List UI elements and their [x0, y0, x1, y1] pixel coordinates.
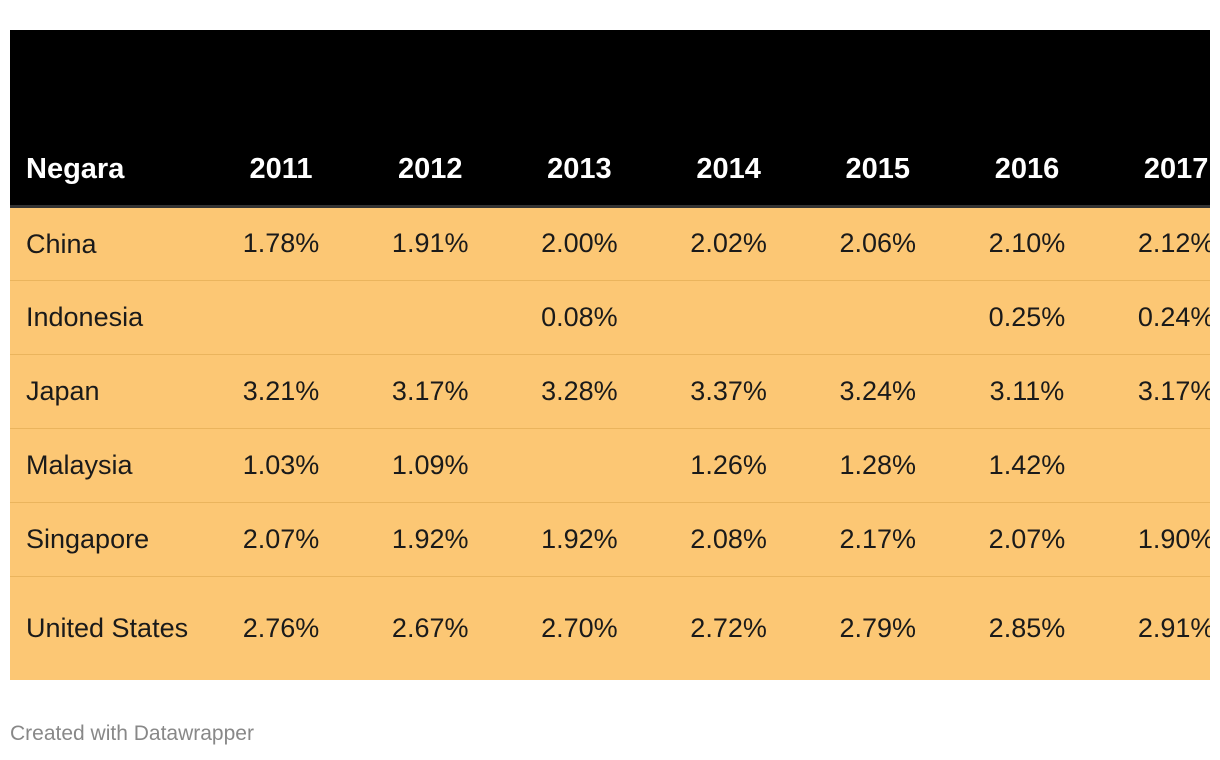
- value-cell: 3.21%: [206, 353, 356, 428]
- value-cell: 3.11%: [952, 353, 1102, 428]
- value-cell: 2.10%: [988, 228, 1066, 258]
- table-row: China 1.78% 1.91% 2.00% 2.02% 2.06% 2.10…: [10, 206, 1210, 280]
- column-header-year[interactable]: 2011: [206, 30, 356, 208]
- value-cell: [504, 427, 654, 502]
- datawrapper-credit: Created with Datawrapper: [10, 722, 254, 745]
- country-name-cell: Indonesia: [10, 279, 207, 354]
- table-row: Japan 3.21% 3.17% 3.28% 3.37% 3.24% 3.11…: [10, 353, 1210, 428]
- value-cell: 3.17%: [355, 353, 505, 428]
- value-cell: 2.02%: [690, 228, 767, 258]
- table-row: Indonesia 0.08% 0.25% 0.24% 0.: [10, 279, 1210, 354]
- value-cell: 1.42%: [952, 427, 1102, 502]
- value-cell: 1.28%: [803, 427, 953, 502]
- value-cell: 1.91%: [391, 228, 469, 258]
- value-cell: 3.28%: [504, 353, 654, 428]
- value-cell: 2.76%: [206, 575, 356, 680]
- value-cell: 2.85%: [952, 575, 1102, 680]
- value-cell: 2.08%: [653, 501, 804, 576]
- value-cell: 2.06%: [839, 228, 917, 258]
- value-cell: 1.03%: [206, 427, 356, 502]
- value-cell: 1.90%: [1101, 501, 1210, 576]
- value-cell: 2.00%: [541, 228, 618, 258]
- column-header-year[interactable]: 2016: [952, 30, 1102, 208]
- value-cell: [803, 279, 953, 354]
- table-body: China 1.78% 1.91% 2.00% 2.02% 2.06% 2.10…: [10, 206, 1210, 680]
- table-row: Malaysia 1.03% 1.09% 1.26% 1.28% 1.42% 1…: [10, 427, 1210, 502]
- value-cell: [355, 279, 505, 354]
- column-header-year[interactable]: 2015: [803, 30, 953, 208]
- value-cell: 0.25%: [952, 279, 1102, 354]
- country-name-cell: Japan: [10, 353, 207, 428]
- column-header-year[interactable]: 2017: [1101, 30, 1210, 208]
- country-name-cell: Singapore: [10, 501, 207, 576]
- value-cell: 2.70%: [504, 575, 654, 680]
- value-cell: 1.26%: [653, 427, 804, 502]
- country-name-cell: United States: [10, 575, 207, 680]
- value-cell: 0.24%: [1101, 279, 1210, 354]
- value-cell: 2.12%: [1137, 228, 1210, 258]
- value-cell: 2.72%: [653, 575, 804, 680]
- value-cell: 3.17%: [1101, 353, 1210, 428]
- value-cell: [1101, 427, 1210, 502]
- country-name-cell: China: [26, 228, 97, 259]
- value-cell: 2.07%: [206, 501, 356, 576]
- value-cell: 1.09%: [355, 427, 505, 502]
- table-row: United States 2.76% 2.67% 2.70% 2.72% 2.…: [10, 575, 1210, 680]
- value-cell: 2.79%: [803, 575, 953, 680]
- value-cell: [206, 279, 356, 354]
- value-cell: 3.24%: [803, 353, 953, 428]
- header-row: Negara 2011 2012 2013 2014 2015 2016 201…: [10, 30, 1210, 208]
- table-row: Singapore 2.07% 1.92% 1.92% 2.08% 2.17% …: [10, 501, 1210, 576]
- column-header-year[interactable]: 2014: [653, 30, 804, 208]
- value-cell: 1.92%: [504, 501, 654, 576]
- data-table-container: Negara 2011 2012 2013 2014 2015 2016 201…: [10, 30, 1210, 684]
- value-cell: 1.92%: [355, 501, 505, 576]
- country-name-cell: Malaysia: [10, 427, 207, 502]
- value-cell: 2.07%: [952, 501, 1102, 576]
- value-cell: 2.91%: [1101, 575, 1210, 680]
- data-table: Negara 2011 2012 2013 2014 2015 2016 201…: [10, 30, 1210, 680]
- value-cell: 0.08%: [504, 279, 654, 354]
- column-header-negara[interactable]: Negara: [10, 30, 207, 208]
- column-header-year[interactable]: 2012: [355, 30, 505, 208]
- value-cell: 1.78%: [242, 228, 320, 258]
- column-header-year[interactable]: 2013: [504, 30, 654, 208]
- value-cell: 2.67%: [355, 575, 505, 680]
- value-cell: 3.37%: [653, 353, 804, 428]
- value-cell: 2.17%: [803, 501, 953, 576]
- table-header: Negara 2011 2012 2013 2014 2015 2016 201…: [10, 30, 1210, 208]
- value-cell: [653, 279, 804, 354]
